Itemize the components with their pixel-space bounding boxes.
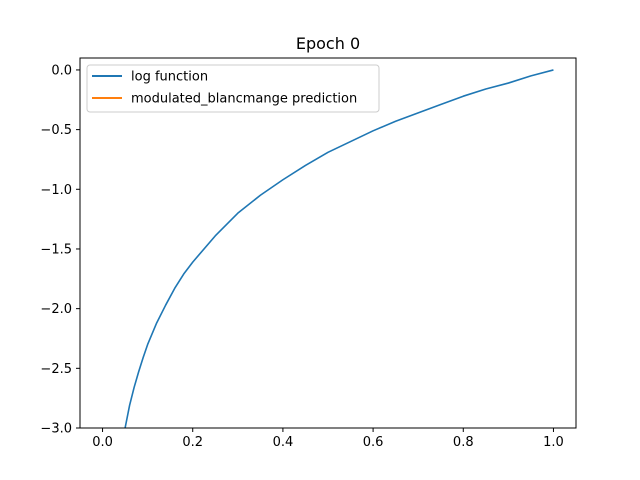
x-tick-label: 0.8	[453, 435, 474, 450]
y-tick-label: −1.5	[40, 242, 72, 257]
x-tick-label: 0.6	[363, 435, 384, 450]
legend-box	[86, 64, 380, 113]
legend: log function modulated_blancmange predic…	[86, 64, 380, 113]
x-tick-label: 0.4	[273, 435, 294, 450]
x-tick-label: 0.0	[92, 435, 113, 450]
y-tick-label: −2.0	[40, 302, 72, 317]
chart-title: Epoch 0	[296, 34, 360, 53]
x-tick-label: 0.2	[182, 435, 203, 450]
y-tick-label: −1.0	[40, 183, 72, 198]
legend-label-modulated-blancmange-prediction: modulated_blancmange prediction	[131, 92, 357, 107]
plot-frame	[79, 57, 577, 429]
x-tick-label: 1.0	[543, 435, 564, 450]
series-line-0	[124, 69, 554, 428]
y-tick-label: −3.0	[40, 422, 72, 437]
x-axis: 0.0 0.2 0.4 0.6 0.8 1.0	[92, 428, 564, 450]
y-axis: 0.0 −0.5 −1.0 −1.5 −2.0 −2.5 −3.0	[40, 63, 80, 437]
y-tick-label: −2.5	[40, 362, 72, 377]
series-layer	[124, 69, 554, 428]
y-tick-label: 0.0	[51, 63, 72, 78]
legend-label-log-function: log function	[131, 70, 208, 85]
y-tick-label: −0.5	[40, 123, 72, 138]
